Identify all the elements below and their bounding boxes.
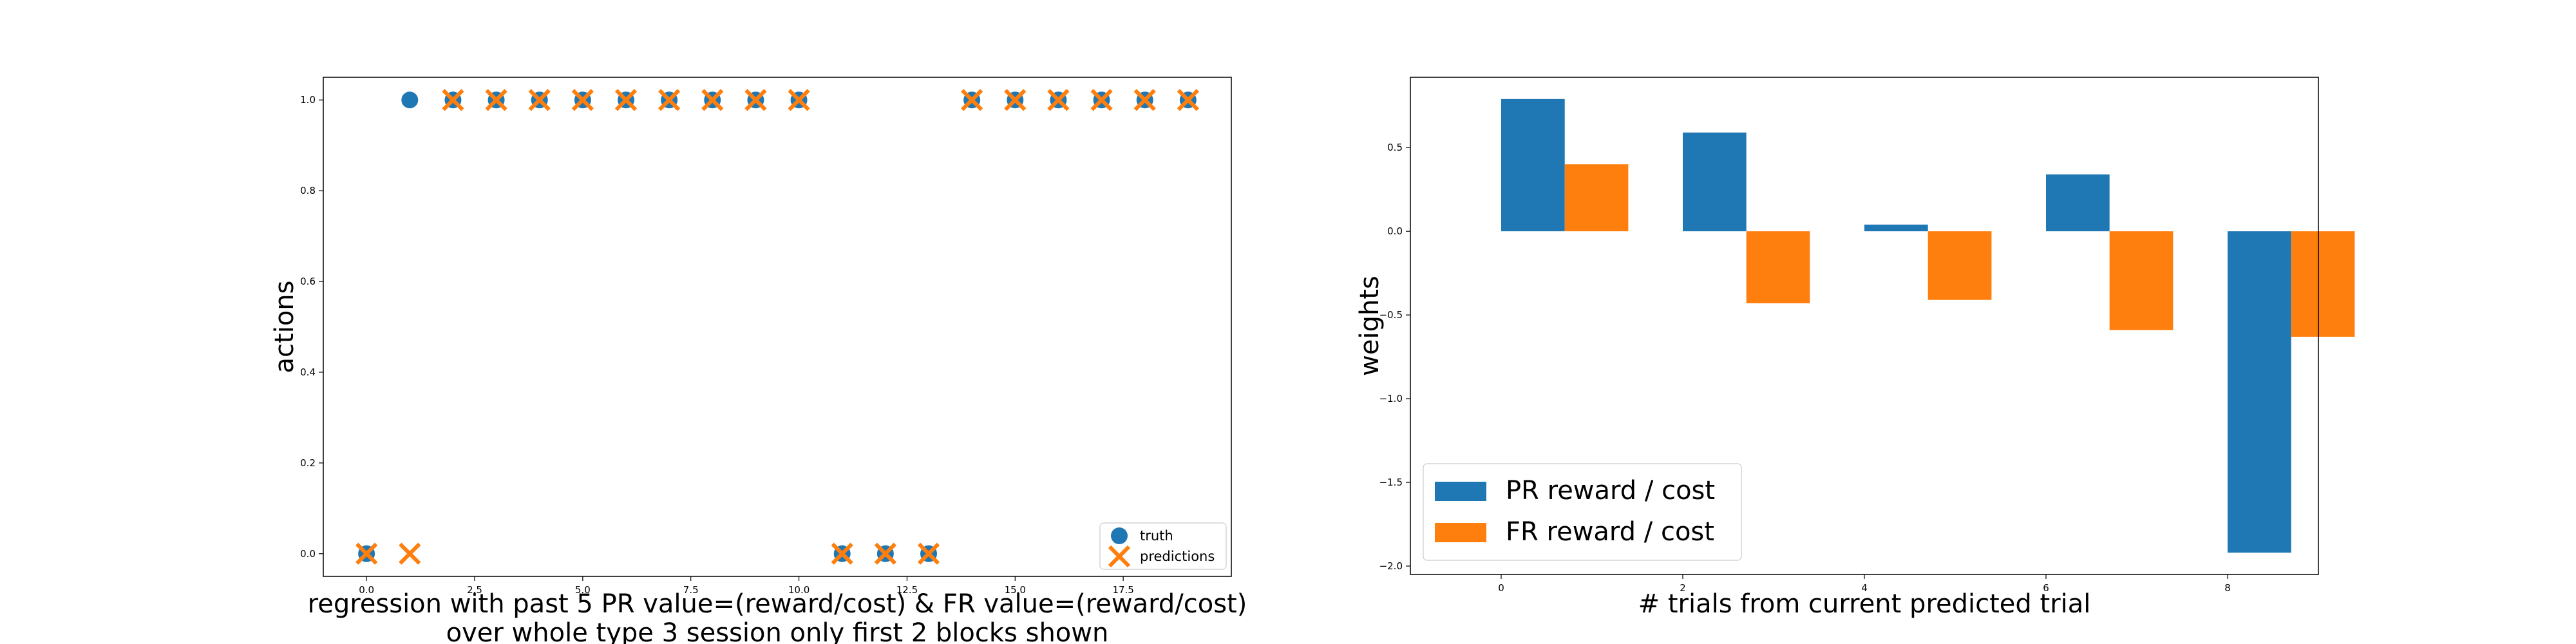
right-legend: PR reward / cost FR reward / cost	[1423, 463, 1742, 561]
legend-pr-swatch	[1435, 482, 1486, 501]
x-tick-label: 4	[1861, 582, 1868, 594]
y-tick-label: −1.0	[1379, 393, 1403, 404]
legend-fr-swatch	[1435, 523, 1486, 542]
x-tick-label: 7.5	[683, 584, 699, 596]
right-bars	[1501, 99, 2355, 553]
y-tick-label: −2.0	[1379, 560, 1403, 572]
y-tick-label: 0.5	[1387, 142, 1403, 153]
y-tick-label: −0.5	[1379, 309, 1403, 321]
fr-bar	[1927, 231, 1992, 300]
x-tick-label: 10.0	[788, 584, 810, 596]
left-data-marks	[355, 89, 1199, 565]
right-y-axis-label: weights	[1355, 276, 1385, 376]
y-tick-label: 0.4	[300, 366, 316, 378]
pr-bar	[1864, 224, 1928, 232]
y-tick-label: 0.8	[300, 185, 316, 196]
x-tick-label: 0.0	[359, 584, 374, 596]
fr-bar	[1746, 231, 1810, 303]
prediction-point	[485, 89, 507, 111]
prediction-point	[701, 89, 724, 111]
prediction-point	[917, 542, 940, 565]
prediction-point	[1133, 89, 1156, 111]
weights-bar-chart: −2.0 −1.5 −1.0 −0.5 0.0 0.5 0 2 4 6 8 weights # t…	[1355, 77, 2355, 619]
prediction-point	[744, 89, 767, 111]
prediction-point	[1004, 89, 1027, 111]
pr-bar	[2046, 174, 2110, 232]
x-tick-label: 15.0	[1005, 584, 1026, 596]
left-x-axis-label-line-2: over whole type 3 session only first 2 b…	[446, 618, 1109, 644]
legend-pr-label: PR reward / cost	[1506, 476, 1715, 506]
x-tick-label: 2.5	[467, 584, 482, 596]
legend-box	[1099, 522, 1227, 570]
x-tick-label: 8	[2224, 582, 2231, 594]
left-x-axis-label-line-1: regression with past 5 PR value=(reward/…	[308, 589, 1247, 619]
fr-bar	[2109, 231, 2174, 330]
y-tick-label: 0.6	[300, 276, 316, 287]
right-x-axis-ticks: 0 2 4 6 8	[1498, 574, 2231, 594]
left-y-axis-ticks: 0.0 0.2 0.4 0.6 0.8 1.0	[300, 94, 323, 560]
x-tick-label: 17.5	[1112, 584, 1133, 596]
prediction-point	[442, 89, 464, 111]
actions-scatter-chart: 0.0 0.2 0.4 0.6 0.8 1.0 0.0 2.5 5.0 7.5 10.0 12.5 1…	[270, 77, 1247, 644]
prediction-point	[614, 89, 638, 111]
y-tick-label: 0.0	[300, 548, 316, 560]
pr-bar	[1501, 99, 1565, 232]
x-tick-label: 5.0	[575, 584, 591, 596]
truth-point	[401, 91, 419, 109]
x-tick-label: 2	[1680, 582, 1686, 594]
y-tick-label: 1.0	[300, 94, 316, 106]
prediction-point	[1177, 89, 1199, 111]
pr-bar	[2228, 231, 2291, 553]
legend-box	[1423, 463, 1742, 561]
left-plot-frame	[323, 77, 1232, 577]
prediction-point	[874, 542, 896, 565]
y-tick-label: 0.0	[1387, 225, 1403, 237]
x-tick-label: 12.5	[896, 584, 918, 596]
left-y-axis-label: actions	[270, 281, 299, 374]
prediction-point	[961, 89, 983, 111]
prediction-point	[788, 89, 810, 111]
legend-truth-label: truth	[1140, 528, 1173, 544]
prediction-point	[571, 89, 594, 111]
legend-predictions-label: predictions	[1140, 549, 1215, 564]
fr-bar	[2291, 231, 2355, 337]
prediction-point	[1090, 89, 1113, 111]
legend-truth-marker	[1111, 527, 1128, 544]
right-x-axis-label: # trials from current predicted trial	[1638, 589, 2091, 619]
left-x-axis-ticks: 0.0 2.5 5.0 7.5 10.0 12.5 15.0 17.5	[359, 576, 1134, 596]
prediction-point	[528, 89, 551, 111]
left-legend: truth predictions	[1099, 522, 1227, 570]
prediction-point	[658, 89, 681, 111]
legend-predictions-marker	[1108, 545, 1131, 568]
prediction-point	[831, 542, 853, 565]
right-y-axis-ticks: −2.0 −1.5 −1.0 −0.5 0.0 0.5	[1379, 142, 1410, 572]
prediction-point	[355, 542, 378, 565]
prediction-point	[1047, 89, 1070, 111]
y-tick-label: −1.5	[1379, 477, 1403, 488]
x-tick-label: 6	[2043, 582, 2049, 594]
pr-bar	[1683, 132, 1747, 232]
fr-bar	[1564, 164, 1629, 232]
legend-fr-label: FR reward / cost	[1506, 517, 1714, 547]
x-tick-label: 0	[1498, 582, 1504, 594]
prediction-point	[399, 542, 421, 565]
y-tick-label: 0.2	[300, 457, 316, 469]
